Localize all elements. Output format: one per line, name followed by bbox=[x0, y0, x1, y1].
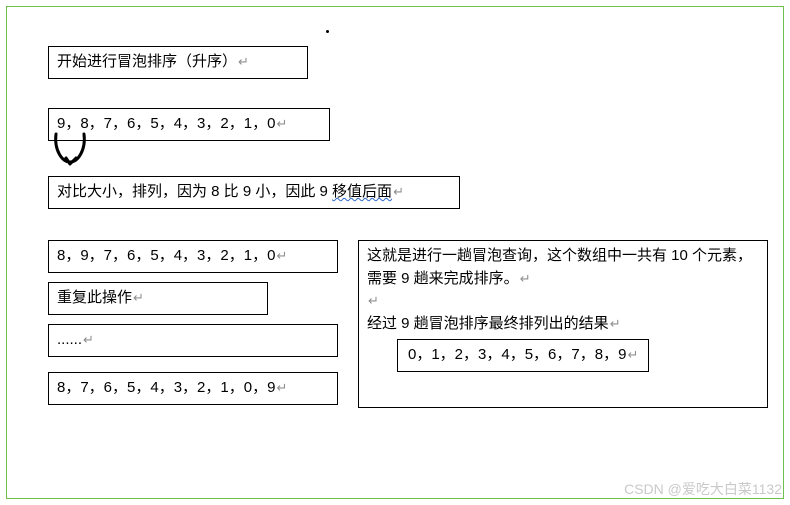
enter-mark: ↵ bbox=[83, 332, 94, 347]
box-summary: 这就是进行一趟冒泡查询，这个数组中一共有 10 个元素，需要 9 趟来完成排序。… bbox=[358, 240, 768, 408]
text-repeat: 重复此操作 bbox=[57, 289, 132, 306]
summary-line1: 这就是进行一趟冒泡查询，这个数组中一共有 10 个元素，需要 9 趟来完成排序。… bbox=[367, 245, 759, 290]
enter-mark: ↵ bbox=[276, 116, 287, 131]
text-final-result: 0，1，2，3，4，5，6，7，8，9 bbox=[408, 346, 626, 363]
watermark: CSDN @爱吃大白菜1132 bbox=[624, 479, 782, 499]
text-start: 开始进行冒泡排序（升序） bbox=[57, 53, 237, 70]
text-after-pass: 8，7，6，5，4，3，2，1，0，9 bbox=[57, 379, 275, 396]
summary-blank: ↵ bbox=[367, 290, 759, 313]
enter-mark: ↵ bbox=[238, 54, 249, 69]
text-after-swap: 8，9，7，6，5，4，3，2，1，0 bbox=[57, 247, 275, 264]
text-compare-underlined: 移值后面 bbox=[332, 183, 392, 200]
summary-line1-text: 这就是进行一趟冒泡查询，这个数组中一共有 10 个元素，需要 9 趟来完成排序。 bbox=[367, 247, 752, 287]
top-dot bbox=[326, 30, 329, 33]
enter-mark: ↵ bbox=[276, 380, 287, 395]
box-start-label: 开始进行冒泡排序（升序）↵ bbox=[48, 46, 308, 79]
box-repeat: 重复此操作↵ bbox=[48, 282, 268, 315]
box-initial-array: 9，8，7，6，5，4，3，2，1，0↵ bbox=[48, 108, 330, 141]
summary-line3: 经过 9 趟冒泡排序最终排列出的结果↵ bbox=[367, 313, 759, 336]
text-ellipsis: ...... bbox=[57, 331, 82, 348]
box-compare-explain: 对比大小，排列，因为 8 比 9 小，因此 9 移值后面↵ bbox=[48, 176, 460, 209]
enter-mark: ↵ bbox=[610, 316, 621, 331]
box-after-swap: 8，9，7，6，5，4，3，2，1，0↵ bbox=[48, 240, 338, 273]
text-initial-array: 9，8，7，6，5，4，3，2，1，0 bbox=[57, 115, 275, 132]
enter-mark: ↵ bbox=[520, 271, 531, 286]
enter-mark: ↵ bbox=[393, 184, 404, 199]
box-final-result: 0，1，2，3，4，5，6，7，8，9↵ bbox=[397, 339, 649, 372]
box-ellipsis: ......↵ bbox=[48, 324, 338, 357]
box-after-pass: 8，7，6，5，4，3，2，1，0，9↵ bbox=[48, 372, 338, 405]
enter-mark: ↵ bbox=[133, 290, 144, 305]
enter-mark: ↵ bbox=[276, 248, 287, 263]
enter-mark: ↵ bbox=[627, 347, 638, 362]
summary-line3-text: 经过 9 趟冒泡排序最终排列出的结果 bbox=[367, 315, 609, 332]
enter-mark: ↵ bbox=[368, 293, 379, 308]
text-compare-pre: 对比大小，排列，因为 8 比 9 小，因此 9 bbox=[57, 183, 332, 200]
